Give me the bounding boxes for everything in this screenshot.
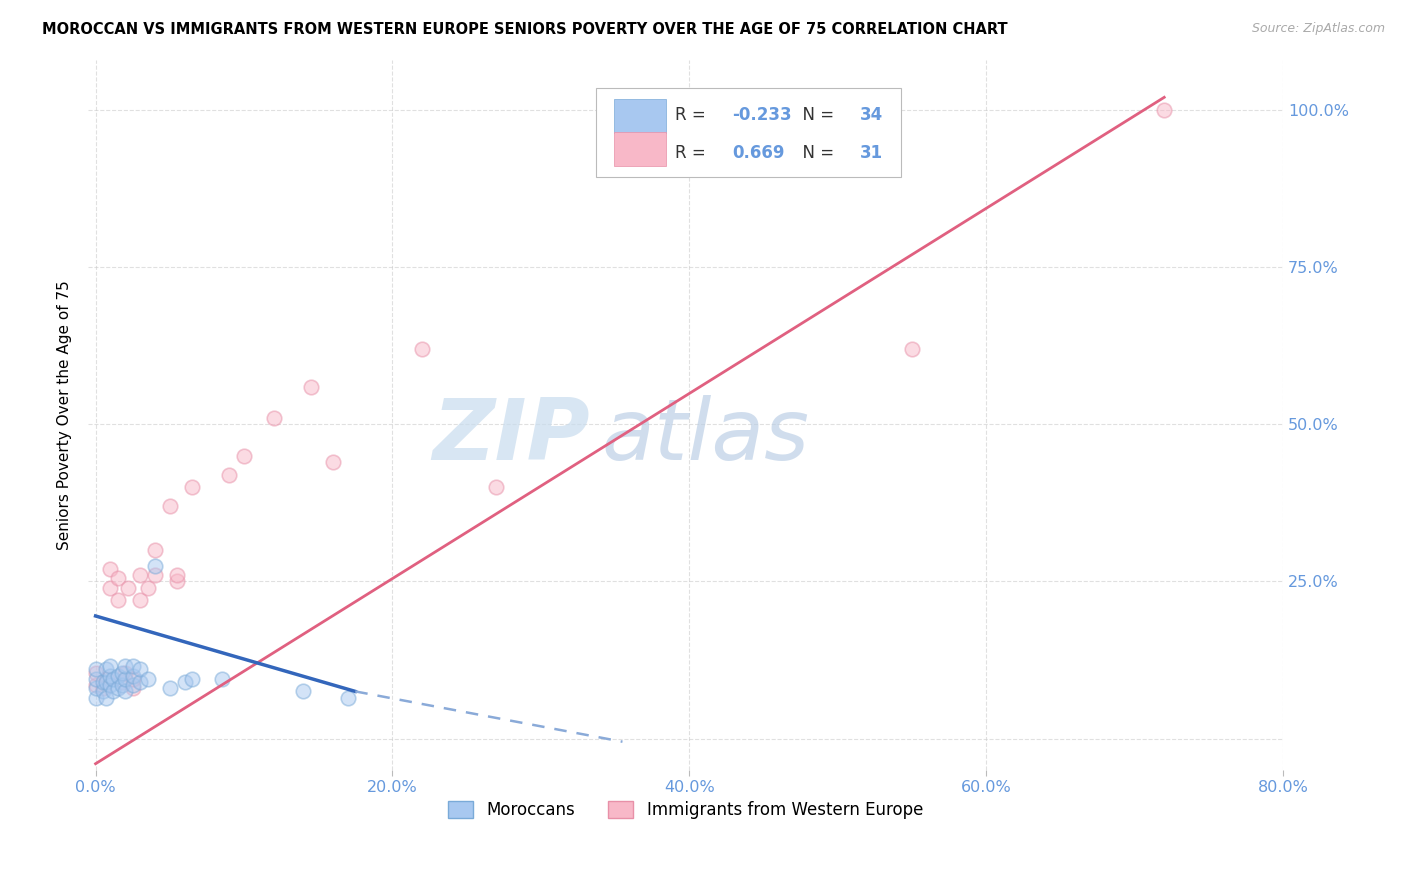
Point: [336, 690, 359, 705]
Text: ZIP: ZIP: [433, 394, 591, 477]
Point: [84, 662, 107, 676]
FancyBboxPatch shape: [614, 99, 666, 133]
Point: [111, 665, 134, 680]
Point: [84, 690, 107, 705]
Point: [121, 672, 143, 686]
Legend: Moroccans, Immigrants from Western Europe: Moroccans, Immigrants from Western Europ…: [441, 794, 929, 826]
Point: [100, 659, 122, 673]
Point: [91, 681, 114, 696]
Point: [292, 684, 315, 698]
Point: [100, 669, 122, 683]
Point: [84, 681, 107, 696]
Point: [117, 581, 139, 595]
Point: [143, 568, 166, 582]
Text: 34: 34: [860, 106, 883, 124]
Point: [129, 675, 152, 690]
Point: [91, 684, 114, 698]
FancyBboxPatch shape: [596, 88, 901, 177]
Point: [159, 499, 181, 513]
Point: [218, 467, 240, 482]
Point: [91, 675, 114, 690]
Point: [129, 568, 152, 582]
Point: [114, 672, 136, 686]
Point: [129, 593, 152, 607]
Point: [107, 571, 129, 585]
Point: [121, 681, 143, 696]
Text: Source: ZipAtlas.com: Source: ZipAtlas.com: [1251, 22, 1385, 36]
Point: [901, 342, 924, 356]
Point: [166, 568, 188, 582]
Point: [143, 558, 166, 573]
Point: [411, 342, 433, 356]
Point: [166, 574, 188, 589]
Point: [114, 659, 136, 673]
Point: [107, 681, 129, 696]
Point: [103, 684, 125, 698]
Point: [233, 449, 256, 463]
Point: [485, 480, 508, 494]
Y-axis label: Seniors Poverty Over the Age of 75: Seniors Poverty Over the Age of 75: [58, 280, 72, 549]
Point: [100, 678, 122, 692]
FancyBboxPatch shape: [614, 132, 666, 166]
Point: [107, 669, 129, 683]
Point: [181, 672, 204, 686]
Point: [263, 411, 285, 425]
Point: [136, 581, 159, 595]
Text: R =: R =: [675, 106, 711, 124]
Text: N =: N =: [792, 144, 839, 161]
Point: [84, 678, 107, 692]
Text: 31: 31: [860, 144, 883, 161]
Point: [121, 659, 143, 673]
Point: [107, 593, 129, 607]
Point: [159, 681, 181, 696]
Point: [100, 562, 122, 576]
Point: [84, 672, 107, 686]
Point: [111, 678, 134, 692]
Text: R =: R =: [675, 144, 711, 161]
Text: N =: N =: [792, 106, 839, 124]
Point: [111, 675, 134, 690]
Point: [181, 480, 204, 494]
Text: 0.669: 0.669: [733, 144, 785, 161]
Point: [94, 690, 117, 705]
Point: [143, 543, 166, 558]
Point: [173, 675, 195, 690]
Text: atlas: atlas: [602, 394, 810, 477]
Text: MOROCCAN VS IMMIGRANTS FROM WESTERN EUROPE SENIORS POVERTY OVER THE AGE OF 75 CO: MOROCCAN VS IMMIGRANTS FROM WESTERN EURO…: [42, 22, 1008, 37]
Point: [94, 662, 117, 676]
Point: [121, 669, 143, 683]
Point: [129, 662, 152, 676]
Point: [84, 665, 107, 680]
Point: [322, 455, 344, 469]
Point: [211, 672, 233, 686]
Point: [1153, 103, 1175, 117]
Point: [299, 379, 322, 393]
Point: [100, 581, 122, 595]
Point: [96, 672, 118, 686]
Text: -0.233: -0.233: [733, 106, 792, 124]
Point: [114, 665, 136, 680]
Point: [136, 672, 159, 686]
Point: [114, 684, 136, 698]
Point: [94, 675, 117, 690]
Point: [121, 678, 143, 692]
Point: [103, 672, 125, 686]
